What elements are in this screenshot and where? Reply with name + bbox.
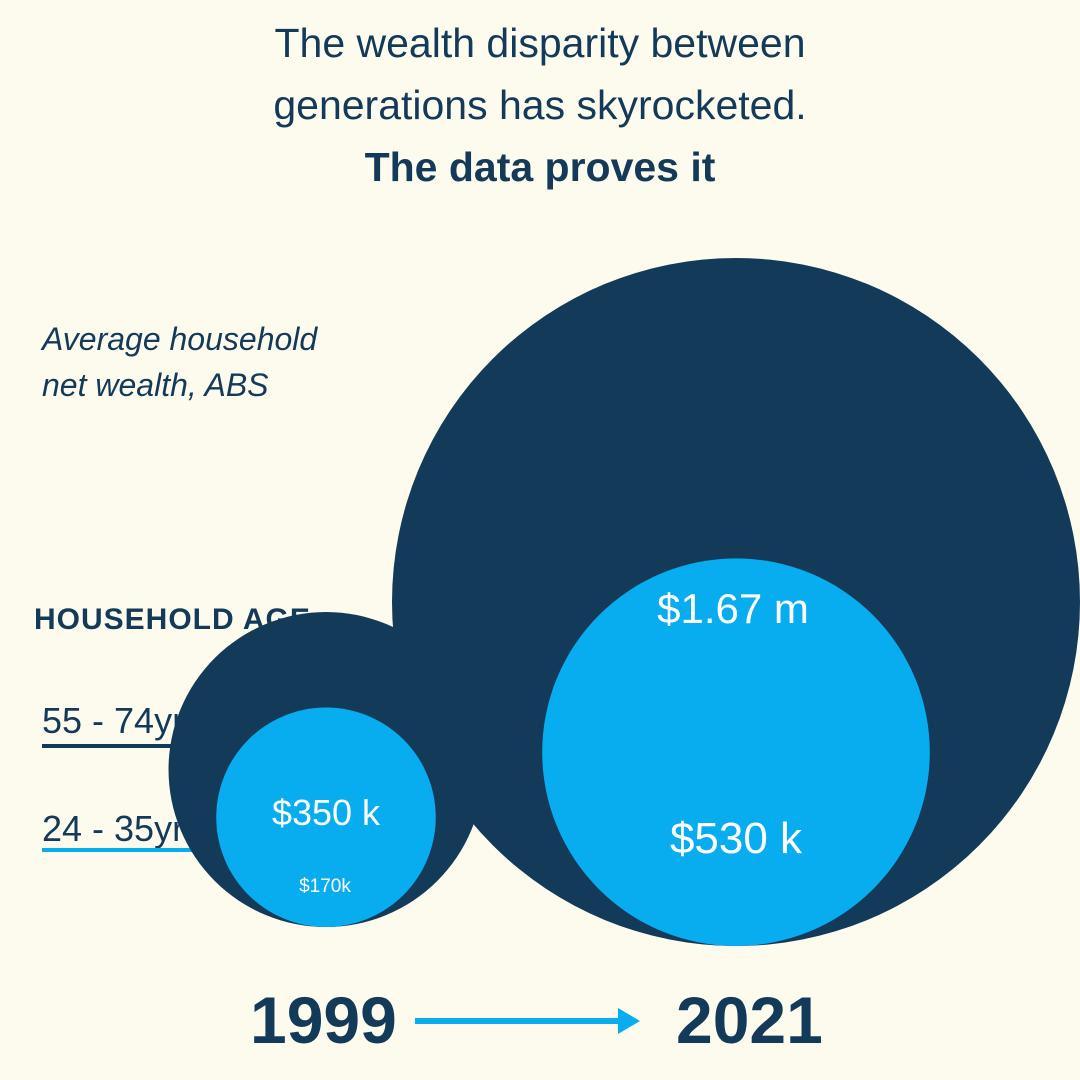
bubble-younger-2021: [542, 558, 930, 946]
value-label-younger-2021: $530 k: [670, 814, 803, 863]
title-line-3: The data proves it: [364, 144, 716, 190]
value-label-younger-1999: $170k: [299, 876, 351, 897]
timeline-arrow-head: [618, 1008, 640, 1034]
chart-subtitle: Average household net wealth, ABS: [42, 316, 317, 408]
value-label-older-1999: $350 k: [272, 792, 381, 833]
subtitle-line-2: net wealth, ABS: [42, 367, 269, 403]
title-line-2: generations has skyrocketed.: [273, 82, 807, 128]
chart-title: The wealth disparity between generations…: [0, 12, 1080, 198]
year-label-start: 1999: [250, 983, 397, 1057]
year-label-end: 2021: [676, 983, 823, 1057]
bubble-younger-1999: [216, 707, 436, 928]
subtitle-line-1: Average household: [42, 321, 318, 357]
title-line-1: The wealth disparity between: [274, 20, 806, 66]
value-label-older-2021: $1.67 m: [657, 585, 809, 632]
